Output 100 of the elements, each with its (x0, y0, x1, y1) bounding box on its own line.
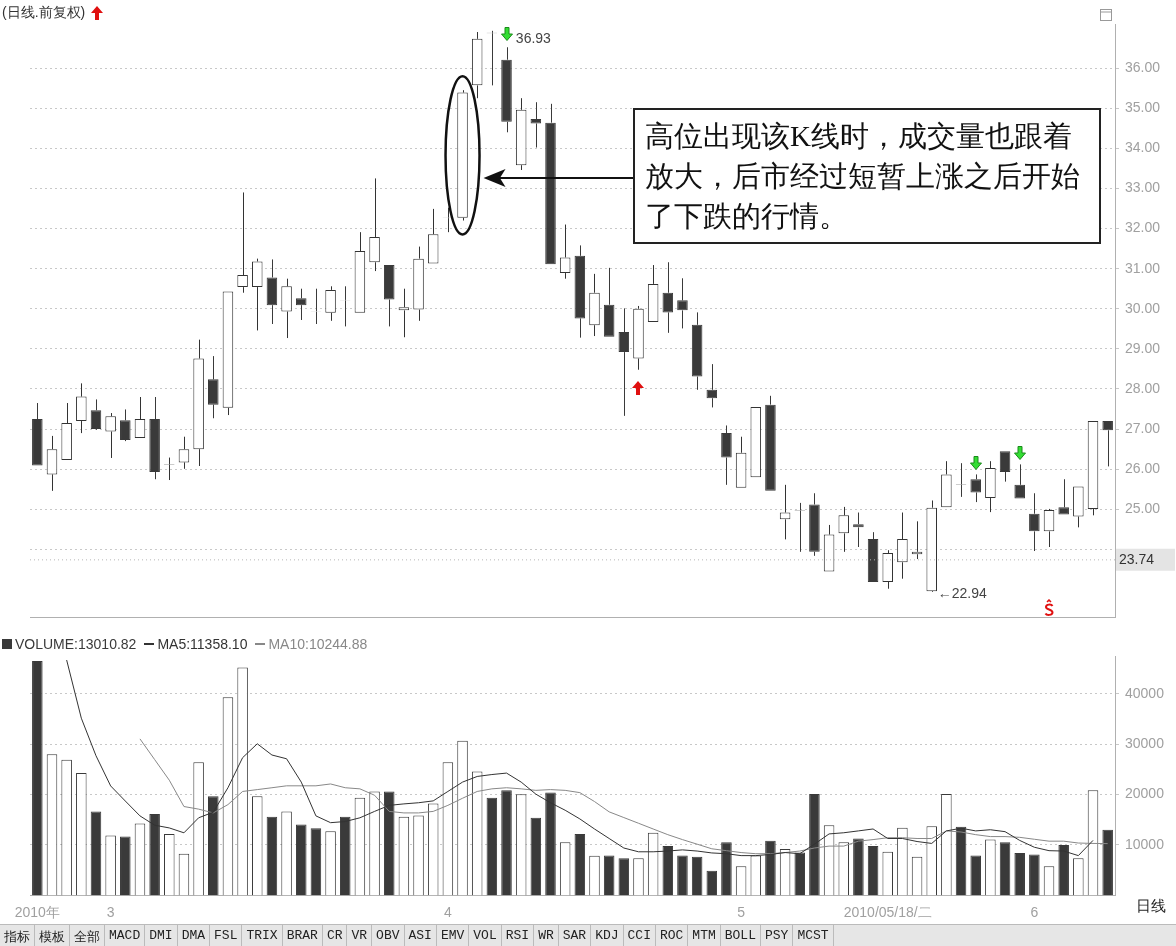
candlestick (134, 396, 146, 438)
text: VOL (469, 925, 502, 946)
candlestick (853, 512, 864, 548)
text: RSI (501, 925, 535, 946)
x-tick-label: 2010/05/18/二 (843, 904, 932, 921)
candlestick (1029, 492, 1040, 552)
candlestick (208, 355, 219, 419)
text: PSY (760, 925, 794, 946)
x-tick-label: 3 (106, 904, 115, 921)
candlestick (999, 451, 1011, 483)
y-tick-label: 30000 (1125, 734, 1165, 751)
candlestick (574, 244, 586, 339)
candlestick (809, 492, 820, 557)
candlestick (897, 512, 908, 580)
candlestick (721, 424, 732, 486)
bar (530, 817, 542, 896)
bar (603, 855, 615, 896)
candlestick (471, 31, 483, 99)
candlestick (90, 398, 102, 430)
bar (120, 836, 131, 896)
bar (706, 870, 718, 896)
candlestick (545, 103, 556, 265)
candlestick (1073, 486, 1084, 528)
candlestick (383, 265, 395, 327)
legend-label: VOLUME:13010.82 (15, 636, 137, 652)
bar (90, 811, 102, 896)
candlestick (691, 311, 703, 391)
candlestick (765, 395, 776, 491)
bar (691, 856, 703, 896)
y-tick-label: 32.00 (1125, 219, 1161, 236)
text: MTM (688, 925, 721, 946)
x-tick-label: 5 (737, 904, 746, 921)
text: DMI (145, 925, 178, 946)
candlestick (369, 177, 380, 272)
text: WR (534, 925, 559, 946)
candlestick (677, 277, 688, 329)
bar (501, 790, 512, 896)
candlestick (1058, 478, 1069, 515)
candlestick (926, 499, 937, 592)
text: DMA (177, 925, 211, 946)
bar (618, 858, 630, 896)
legend-label: MA5:11358.10 (157, 636, 248, 652)
bar (32, 661, 43, 896)
annotation: 36.93 (515, 29, 552, 46)
candlestick (823, 524, 835, 572)
text: CR (322, 925, 348, 946)
candlestick (941, 460, 952, 508)
legend-label: MA10:10244.88 (268, 636, 368, 652)
y-tick-label: 40000 (1125, 684, 1165, 701)
text: VR (347, 925, 373, 946)
y-tick-label: 31.00 (1125, 259, 1161, 276)
y-tick-label: 33.00 (1125, 179, 1161, 196)
candlestick (985, 460, 996, 513)
y-tick-label: 35.00 (1125, 99, 1161, 116)
y-tick-label: 29.00 (1125, 339, 1161, 356)
y-tick-label: 28.00 (1125, 379, 1161, 396)
text: SAR (558, 925, 592, 946)
candlestick (76, 382, 87, 434)
chart-title: (日线.前复权) (2, 4, 86, 22)
candlestick (295, 288, 307, 321)
ref-line-label: 23.74 (1119, 550, 1155, 567)
y-tick-label: 20000 (1125, 785, 1165, 802)
candlestick (882, 549, 894, 590)
text: CCI (623, 925, 656, 946)
text: FSL (210, 925, 243, 946)
bar (853, 838, 864, 896)
text: BOLL (720, 925, 761, 946)
x-tick-label: 2010年 (14, 904, 60, 921)
candlestick (149, 396, 160, 480)
candlestick (266, 258, 278, 325)
text: MCST (793, 925, 834, 946)
text: OBV (372, 925, 405, 946)
candlestick (515, 97, 527, 171)
y-tick-label: 25.00 (1125, 500, 1161, 517)
bar (266, 816, 278, 896)
text: 指标 (0, 925, 35, 946)
candlestick (647, 264, 659, 322)
bar (574, 833, 586, 896)
y-tick-label: 30.00 (1125, 299, 1161, 316)
bar (295, 824, 307, 896)
text: 全部 (70, 925, 105, 946)
text: 模板 (35, 925, 70, 946)
x-tick-label: 6 (1030, 904, 1039, 921)
candlestick (735, 436, 747, 488)
candlestick (61, 402, 72, 460)
candlestick (633, 305, 644, 371)
candlestick (281, 278, 292, 339)
bar (1014, 852, 1025, 896)
text: TRIX (242, 925, 283, 946)
bar (1029, 854, 1040, 896)
bar (677, 855, 688, 896)
candlestick (120, 408, 131, 440)
candlestick (354, 231, 366, 313)
candlestick (251, 258, 263, 331)
bar (999, 842, 1011, 896)
x-tick-label: 4 (443, 904, 452, 921)
bar (970, 855, 981, 896)
y-tick-label: 10000 (1125, 835, 1165, 852)
candlestick (662, 261, 674, 334)
text: ASI (404, 925, 437, 946)
